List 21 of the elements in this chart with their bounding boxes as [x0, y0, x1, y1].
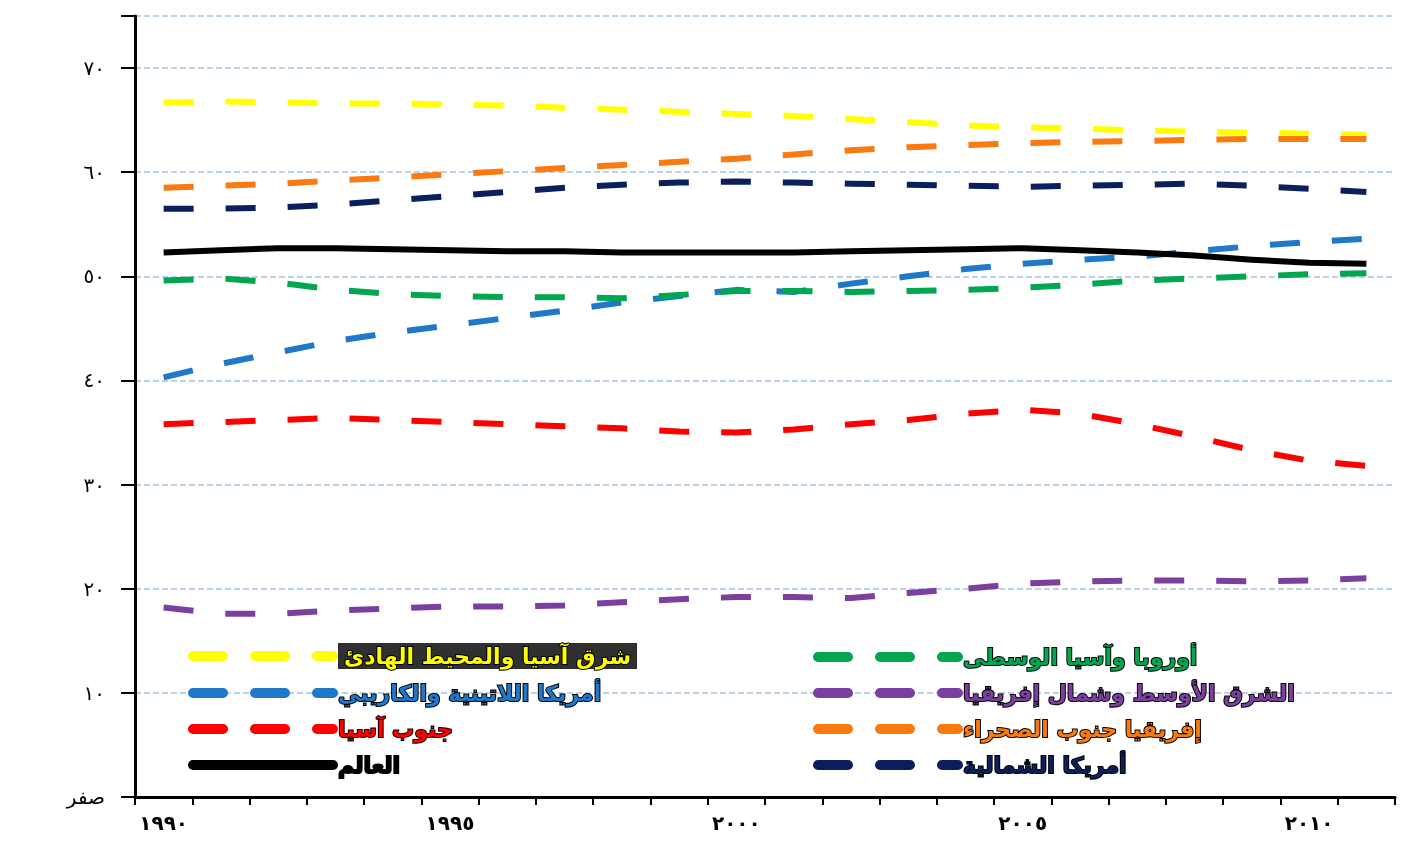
- text: العالم: [338, 752, 400, 778]
- text: شرق آسيا والمحيط الهادئ: [344, 641, 632, 670]
- x-tick-label: ٢٠٠٥: [998, 811, 1048, 835]
- y-tick-label: ٣٠: [83, 472, 105, 497]
- text: الشرق الأوسط وشمال إفريقيا: [963, 678, 1295, 707]
- y-tick-label: صفر: [65, 785, 105, 809]
- x-tick-label: ١٩٩٠: [139, 811, 189, 835]
- text: أمريكا الشمالية: [963, 749, 1127, 779]
- text: إفريقيا جنوب الصحراء: [963, 716, 1202, 743]
- y-tick-label: ٢٠: [83, 576, 105, 601]
- x-tick-label: ١٩٩٥: [425, 811, 475, 835]
- text: أوروبا وآسيا الوسطى: [963, 641, 1198, 671]
- y-tick-label: ٧٠: [83, 56, 105, 81]
- y-tick-label: ١٠: [83, 680, 105, 705]
- y-tick-label: ٤٠: [83, 368, 105, 393]
- y-tick-label: ٦٠: [83, 160, 105, 185]
- text: أمريكا اللاتينية والكاريبي: [338, 677, 602, 707]
- x-tick-label: ٢٠١٠: [1284, 811, 1334, 835]
- x-tick-label: ٢٠٠٠: [711, 811, 761, 835]
- text: جنوب آسيا: [338, 714, 453, 743]
- y-tick-label: ٥٠: [83, 264, 105, 289]
